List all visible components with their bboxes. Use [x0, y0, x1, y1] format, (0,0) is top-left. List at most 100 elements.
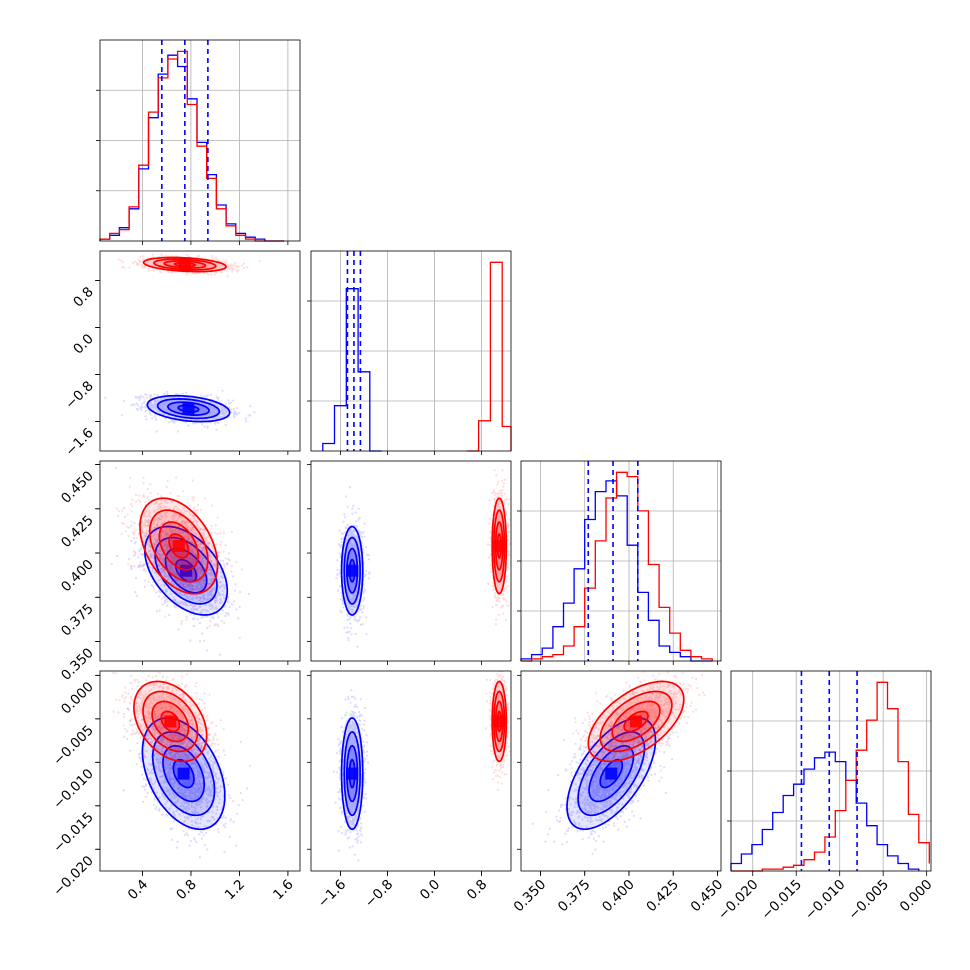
- blue-hist-bin: [648, 620, 659, 661]
- blue-hist-bin: [898, 863, 908, 871]
- red-contour: [152, 258, 217, 271]
- red-hist-bin: [877, 682, 887, 871]
- red-hist-bin: [502, 426, 511, 451]
- red-density: [133, 680, 208, 763]
- x-tick-label: −0.005: [845, 877, 892, 924]
- blue-histogram: [520, 480, 713, 662]
- red-contour: [142, 256, 227, 273]
- red-hist-bin: [585, 588, 596, 661]
- red-contour: [173, 261, 197, 268]
- blue-hist-bin: [731, 863, 741, 871]
- panel-frame: [99, 250, 301, 452]
- red-contour: [496, 532, 502, 559]
- blue-hist-bin: [680, 657, 691, 661]
- red-hist-bin: [226, 226, 236, 241]
- blue-hist-bin: [585, 519, 596, 661]
- x-tick-label: −0.015: [758, 877, 805, 924]
- blue-contour: [162, 744, 206, 803]
- x-tick-label: 0.4: [125, 877, 152, 904]
- red-contour: [163, 260, 207, 269]
- blue-contour: [156, 398, 221, 420]
- blue-contour: [348, 758, 356, 789]
- panel-frame: [310, 670, 512, 872]
- red-contour: [496, 710, 502, 733]
- blue-hist-bin: [741, 854, 751, 871]
- red-contour: [623, 710, 649, 733]
- blue-density-core: [177, 767, 190, 780]
- x-tick-label: 1.6: [270, 877, 297, 904]
- blue-density: [340, 717, 364, 831]
- blue-hist-bin: [563, 603, 574, 661]
- red-contour: [494, 700, 504, 743]
- blue-hist-bin: [553, 627, 564, 661]
- red-hist-bin: [236, 235, 246, 241]
- histogram-panel-1: [307, 250, 512, 452]
- blue-hist-bin: [867, 826, 877, 871]
- blue-histogram: [730, 751, 920, 871]
- red-contour: [151, 700, 190, 743]
- blue-hist-bin: [129, 209, 139, 241]
- x-tick-label: −1.6: [315, 877, 349, 911]
- red-hist-bin: [888, 709, 898, 871]
- blue-hist-bin: [158, 74, 168, 241]
- blue-contour: [577, 731, 646, 817]
- blue-hist-bin: [358, 372, 370, 451]
- blue-hist-bin: [783, 796, 793, 871]
- y-tick-label: −0.010: [50, 766, 97, 813]
- blue-hist-bin: [236, 233, 246, 241]
- red-hist-bin: [595, 541, 606, 661]
- blue-hist-bin: [877, 845, 887, 871]
- red-hist-bin: [129, 207, 139, 241]
- red-hist-bin: [197, 146, 207, 241]
- panel-frame: [310, 250, 512, 452]
- red-hist-bin: [563, 646, 574, 661]
- red-contour: [599, 690, 673, 753]
- blue-contour: [172, 758, 195, 789]
- blue-hist-bin: [825, 752, 835, 871]
- density-panel-0-3: [112, 671, 252, 859]
- density-panel-0-2: [110, 466, 251, 656]
- red-hist-bin: [617, 472, 628, 661]
- red-hist-bin: [846, 780, 856, 871]
- blue-contour: [154, 536, 218, 605]
- density-panel-2-3: [531, 671, 706, 855]
- blue-contour: [343, 536, 361, 605]
- red-histogram: [466, 261, 512, 452]
- red-density-core: [172, 539, 185, 552]
- red-contour: [493, 690, 506, 753]
- red-density: [491, 680, 508, 763]
- red-histogram: [731, 681, 930, 872]
- blue-histogram-step: [99, 54, 285, 242]
- red-hist-bin: [814, 852, 824, 871]
- panel-frame: [99, 39, 301, 242]
- blue-hist-bin: [670, 652, 681, 661]
- red-density-core: [630, 715, 643, 728]
- red-contour: [139, 497, 219, 595]
- blue-hist-bin: [762, 829, 772, 871]
- red-hist-bin: [638, 511, 649, 661]
- y-tick-label: −0.005: [50, 722, 97, 769]
- red-hist-bin: [542, 657, 553, 661]
- red-contour: [611, 700, 661, 743]
- blue-hist-bin: [187, 99, 197, 241]
- red-density: [139, 497, 219, 595]
- blue-hist-bin: [148, 118, 158, 241]
- red-hist-bin: [670, 633, 681, 661]
- red-contour: [133, 680, 208, 763]
- red-histogram: [99, 50, 285, 242]
- red-hist-bin: [479, 421, 491, 451]
- x-tick-label: −0.010: [802, 877, 849, 924]
- blue-hist-bin: [804, 769, 814, 871]
- blue-density-core: [182, 402, 195, 415]
- blue-density: [340, 525, 364, 616]
- red-density-core: [164, 715, 177, 728]
- blue-hist-bin: [888, 856, 898, 871]
- red-histogram: [521, 471, 713, 662]
- red-contour: [142, 690, 199, 753]
- red-contour: [160, 710, 181, 733]
- red-contour: [148, 509, 209, 583]
- panel-frame: [99, 460, 301, 662]
- red-histogram-step: [521, 471, 713, 662]
- y-tick-label: −0.8: [62, 378, 96, 412]
